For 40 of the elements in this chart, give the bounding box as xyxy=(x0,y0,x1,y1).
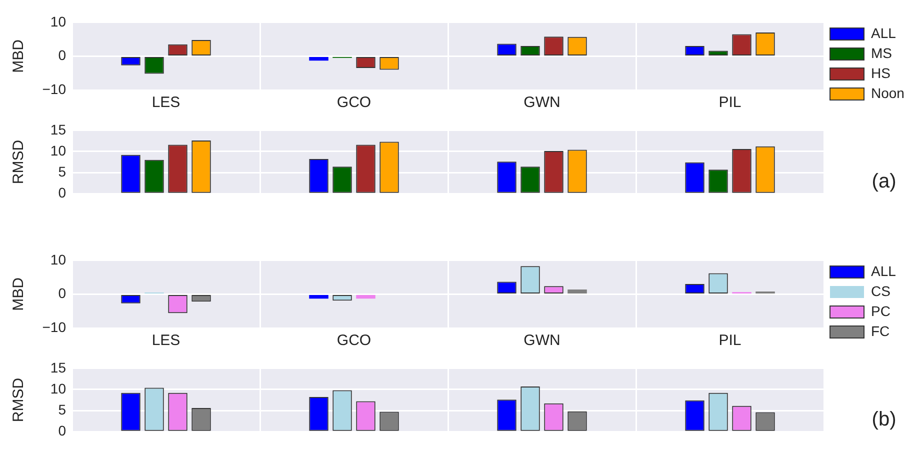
text: (a) xyxy=(872,170,896,193)
legend-label: ALL xyxy=(871,262,896,279)
legend-label: ALL xyxy=(871,24,896,41)
bar xyxy=(309,56,328,61)
x-tick-label: GWN xyxy=(524,94,560,112)
x-tick-label: GCO xyxy=(336,94,372,112)
bar xyxy=(309,294,328,299)
bar xyxy=(356,294,376,299)
x-tick-label: PIL xyxy=(718,332,742,350)
y-tick-label: −10 xyxy=(42,318,66,335)
y-axis-title: MBD xyxy=(10,39,28,73)
y-tick-label: 10 xyxy=(50,380,66,396)
x-tick-label: LES xyxy=(152,94,180,112)
y-tick-label: 5 xyxy=(58,163,66,180)
y-tick-label: 0 xyxy=(58,47,66,64)
y-tick-label: 15 xyxy=(50,121,66,138)
legend-label: HS xyxy=(871,64,890,81)
x-tick-label: GWN xyxy=(524,332,560,350)
legend-label: FC xyxy=(871,322,890,339)
y-tick-label: 0 xyxy=(58,285,66,302)
y-axis-title: RMSD xyxy=(10,378,28,422)
y-tick-label: 15 xyxy=(50,359,66,376)
y-tick-label: 10 xyxy=(50,142,66,158)
y-tick-label: 10 xyxy=(50,251,66,268)
y-tick-label: 0 xyxy=(58,422,66,438)
y-tick-label: 0 xyxy=(58,184,66,200)
y-axis-title: MBD xyxy=(10,277,28,311)
y-tick-label: 5 xyxy=(58,401,66,418)
text: (b) xyxy=(872,408,896,431)
x-tick-label: PIL xyxy=(718,94,742,112)
legend-label: CS xyxy=(871,282,890,299)
legend-label: MS xyxy=(871,44,892,61)
y-axis-title: RMSD xyxy=(10,140,28,184)
y-tick-label: 10 xyxy=(50,13,66,30)
y-tick-label: −10 xyxy=(42,80,66,97)
legend-label: Noon xyxy=(871,84,904,101)
legend-label: PC xyxy=(871,302,890,319)
x-tick-label: GCO xyxy=(336,332,372,350)
bar xyxy=(568,289,587,294)
x-tick-label: LES xyxy=(152,332,180,350)
